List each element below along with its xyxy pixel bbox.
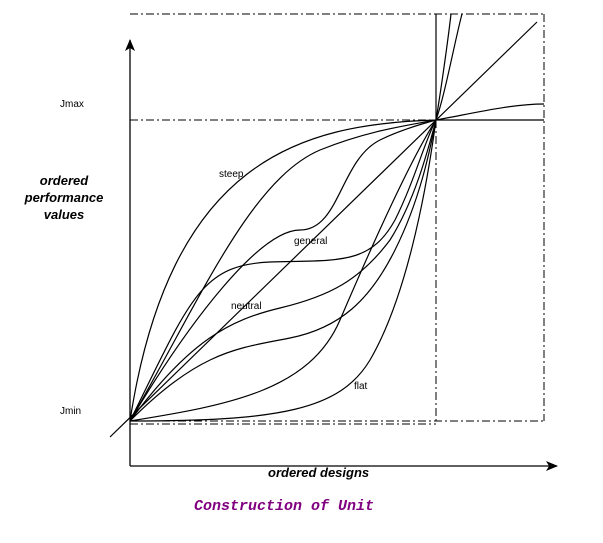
y-axis-label-line-3: values (44, 207, 84, 222)
y-axis-label-line-2: performance (24, 190, 104, 205)
x-axis-label: ordered designs (268, 465, 369, 480)
concave-curve (129, 119, 437, 422)
guide-lines (130, 13, 545, 425)
extension-lines (435, 14, 544, 121)
general-curve (129, 13, 463, 422)
axes (125, 39, 558, 471)
flat-label: flat (354, 381, 368, 392)
s-curve-inner (129, 119, 437, 422)
straight-unit-line (109, 21, 538, 438)
jmin-label: Jmin (60, 406, 81, 417)
steep-label: steep (219, 169, 244, 180)
neutral-label: neutral (231, 301, 262, 312)
late-rise-curve (129, 119, 437, 422)
curve-family (109, 13, 545, 438)
neutral-curve-upper (129, 13, 452, 422)
figure-caption: Construction of Unit (194, 498, 374, 515)
neutral-curve-lower (129, 119, 437, 422)
jmax-label: Jmax (60, 99, 84, 110)
y-axis-label-line-1: ordered (40, 173, 89, 188)
general-label: general (294, 236, 327, 247)
flat-curve (129, 119, 437, 422)
steep-curve (129, 103, 545, 422)
